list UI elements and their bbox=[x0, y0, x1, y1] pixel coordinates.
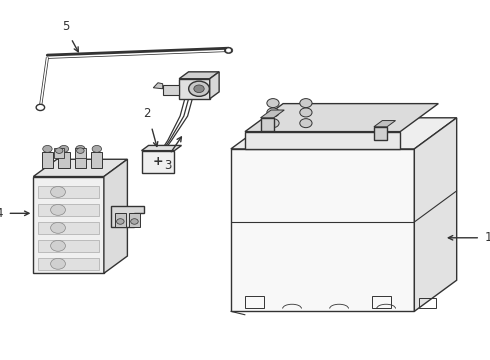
Polygon shape bbox=[245, 104, 439, 132]
Circle shape bbox=[50, 204, 66, 215]
Polygon shape bbox=[38, 186, 99, 198]
Polygon shape bbox=[111, 206, 144, 227]
Bar bbox=[129, 213, 140, 227]
Text: 4: 4 bbox=[0, 207, 3, 220]
Polygon shape bbox=[231, 118, 457, 149]
Bar bbox=[74, 152, 86, 168]
Circle shape bbox=[117, 219, 124, 224]
Polygon shape bbox=[33, 159, 127, 176]
Polygon shape bbox=[142, 150, 174, 173]
Circle shape bbox=[50, 258, 66, 269]
Polygon shape bbox=[38, 222, 99, 234]
Polygon shape bbox=[33, 176, 104, 273]
Polygon shape bbox=[415, 118, 457, 311]
Polygon shape bbox=[38, 240, 99, 252]
Circle shape bbox=[267, 119, 279, 128]
Polygon shape bbox=[142, 145, 181, 150]
Polygon shape bbox=[38, 204, 99, 216]
Circle shape bbox=[50, 240, 66, 251]
Text: 3: 3 bbox=[164, 159, 171, 172]
Polygon shape bbox=[245, 132, 400, 149]
Circle shape bbox=[267, 99, 279, 108]
Text: 5: 5 bbox=[63, 20, 70, 33]
Circle shape bbox=[131, 219, 138, 224]
Polygon shape bbox=[179, 72, 219, 79]
Bar bbox=[245, 296, 264, 308]
Circle shape bbox=[50, 222, 66, 233]
Circle shape bbox=[59, 145, 69, 152]
Polygon shape bbox=[153, 83, 163, 89]
Polygon shape bbox=[210, 72, 219, 99]
Bar bbox=[58, 152, 70, 168]
Polygon shape bbox=[38, 258, 99, 270]
Polygon shape bbox=[104, 159, 127, 273]
Bar bbox=[91, 152, 102, 168]
Polygon shape bbox=[261, 110, 284, 118]
Circle shape bbox=[189, 81, 209, 96]
Text: +: + bbox=[153, 156, 163, 168]
Circle shape bbox=[50, 186, 66, 197]
Polygon shape bbox=[374, 121, 395, 127]
Text: 1: 1 bbox=[485, 231, 490, 244]
Bar bbox=[261, 118, 274, 131]
Polygon shape bbox=[231, 149, 415, 311]
Bar bbox=[75, 148, 86, 158]
Circle shape bbox=[43, 145, 52, 152]
Circle shape bbox=[267, 108, 279, 117]
Bar bbox=[115, 213, 126, 227]
Circle shape bbox=[92, 145, 101, 152]
Bar bbox=[372, 296, 391, 308]
Circle shape bbox=[300, 108, 312, 117]
Circle shape bbox=[36, 104, 45, 111]
Circle shape bbox=[300, 99, 312, 108]
Circle shape bbox=[76, 148, 84, 153]
Circle shape bbox=[226, 49, 231, 52]
Circle shape bbox=[300, 119, 312, 128]
Circle shape bbox=[194, 85, 204, 93]
Circle shape bbox=[75, 145, 85, 152]
Polygon shape bbox=[163, 85, 179, 95]
Bar bbox=[419, 297, 436, 308]
Bar bbox=[374, 127, 387, 140]
Bar bbox=[42, 152, 53, 168]
Circle shape bbox=[55, 148, 63, 153]
Text: 2: 2 bbox=[143, 107, 150, 120]
Polygon shape bbox=[179, 79, 210, 99]
Circle shape bbox=[224, 47, 233, 54]
Bar bbox=[54, 148, 64, 158]
